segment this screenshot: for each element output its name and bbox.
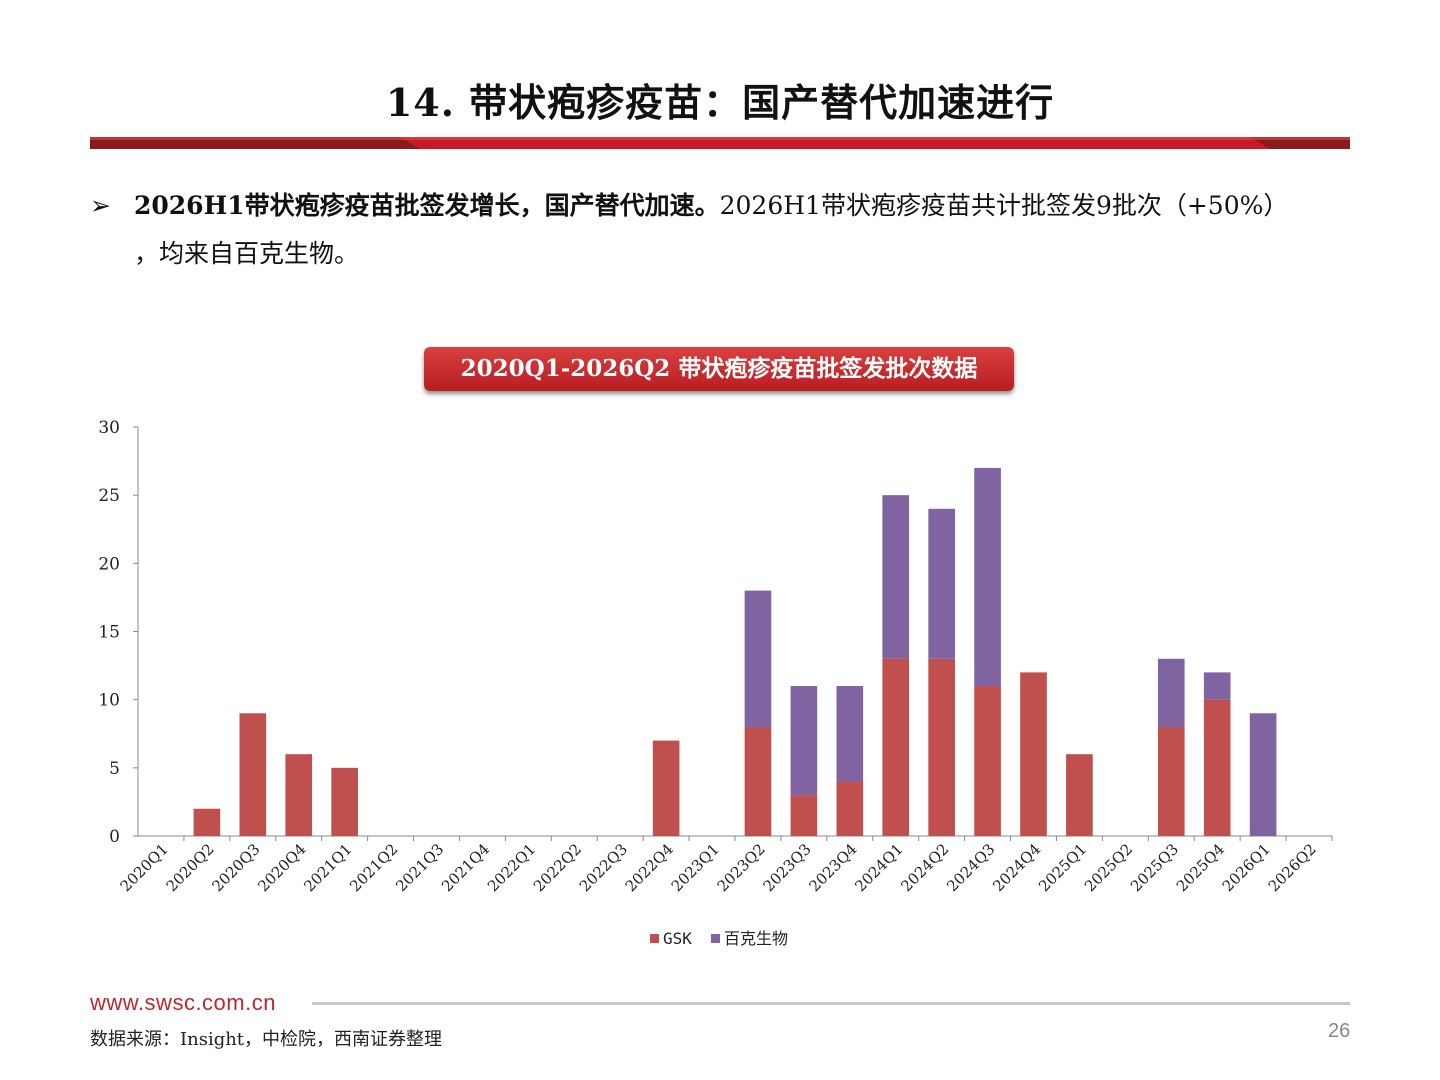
bar-gsk [1157,726,1185,836]
x-tick-label: 2020Q4 [254,840,309,895]
x-tick-label: 2021Q2 [346,840,401,895]
stacked-bar-chart: 0510152025302020Q12020Q22020Q32020Q42021… [98,418,1333,948]
title-divider-bar [90,137,1350,149]
legend-swatch-gsk [650,934,659,943]
bar-gsk [285,754,313,836]
chart-title-banner: 2020Q1-2026Q2 带状疱疹疫苗批签发批次数据 [424,347,1014,391]
bar-gsk [744,726,772,836]
y-tick-label: 30 [98,418,120,438]
bar-gsk [1020,672,1047,836]
x-tick-label: 2024Q1 [851,840,906,895]
x-tick-label: 2025Q3 [1127,840,1182,895]
x-tick-label: 2021Q3 [392,840,447,895]
bar-gsk [882,658,910,836]
x-tick-label: 2023Q3 [760,840,815,895]
bullet-line-1: 2026H1带状疱疹疫苗批签发增长，国产替代加速。2026H1带状疱疹疫苗共计批… [134,182,1288,230]
footer-url: www.swsc.com.cn [90,990,276,1015]
x-tick-label: 2023Q2 [714,840,769,895]
bar-baike [836,686,864,782]
x-tick-label: 2025Q2 [1081,840,1136,895]
legend-swatch-baike [711,934,720,943]
bar-baike [1157,658,1185,727]
y-tick-label: 10 [98,691,120,711]
y-tick-label: 20 [98,554,120,574]
x-tick-label: 2023Q1 [668,840,723,895]
footer-divider [312,1002,1350,1005]
bar-gsk [1203,699,1231,836]
bullet-bold-text: 2026H1带状疱疹疫苗批签发增长，国产替代加速。 [134,191,720,220]
x-tick-label: 2022Q4 [622,840,677,895]
bar-baike [974,467,1001,687]
x-tick-label: 2020Q3 [208,840,263,895]
legend-label-baike: 百克生物 [724,929,788,948]
bar-gsk [331,767,358,836]
bar-baike [882,495,910,659]
x-tick-label: 2021Q4 [438,840,493,895]
bar-gsk [836,781,864,836]
bar-baike [744,590,772,727]
x-tick-label: 2026Q1 [1219,840,1274,895]
bar-gsk [790,795,818,836]
x-tick-label: 2020Q2 [163,840,218,895]
y-tick-label: 25 [98,486,120,506]
x-tick-label: 2023Q4 [805,840,860,895]
bar-gsk [193,808,221,836]
x-tick-label: 2022Q3 [576,840,631,895]
bar-baike [928,508,955,659]
y-tick-label: 15 [98,623,120,643]
x-tick-label: 2024Q3 [943,840,998,895]
y-tick-label: 5 [109,759,120,779]
bar-gsk [928,658,955,836]
bar-gsk [974,686,1001,836]
x-tick-label: 2021Q1 [300,840,355,895]
data-source: 数据来源：Insight，中检院，西南证券整理 [90,1029,443,1050]
x-tick-label: 2022Q1 [484,840,539,895]
x-tick-label: 2025Q4 [1173,840,1228,895]
bullet-line-2: ，均来自百克生物。 [134,239,360,268]
x-tick-label: 2020Q1 [117,840,172,895]
legend-label-gsk: GSK [663,929,692,948]
bullet-rest-text: 2026H1带状疱疹疫苗共计批签发9批次（+50%） [719,191,1289,220]
x-tick-label: 2026Q2 [1265,840,1320,895]
arrow-bullet-icon: ➢ [90,191,111,220]
bar-baike [790,686,818,796]
bar-gsk [652,740,680,836]
page-number: 26 [1328,1020,1351,1042]
x-tick-label: 2024Q2 [897,840,952,895]
x-tick-label: 2022Q2 [530,840,585,895]
y-tick-label: 0 [109,827,120,847]
bar-gsk [1066,754,1093,836]
bar-baike [1249,713,1277,836]
x-tick-label: 2024Q4 [989,840,1044,895]
bar-gsk [239,713,267,836]
slide-title: 14. 带状疱疹疫苗：国产替代加速进行 [385,80,1055,125]
bar-baike [1203,672,1231,700]
x-tick-label: 2025Q1 [1035,840,1090,895]
